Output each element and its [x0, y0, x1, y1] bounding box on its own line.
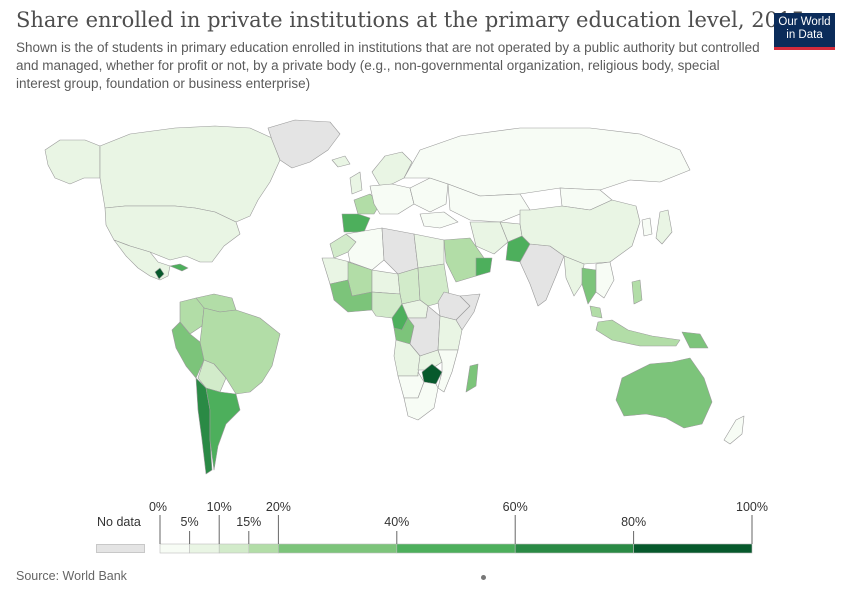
legend-no-data-swatch — [96, 544, 145, 553]
map-region-scandinavia[interactable] — [371, 151, 413, 187]
source-note[interactable]: Source: World Bank — [16, 569, 127, 583]
map-region-korea[interactable] — [641, 217, 653, 237]
map-region-australia[interactable] — [615, 357, 713, 429]
map-region-papua-new-guinea[interactable] — [681, 331, 709, 349]
map-region-myanmar[interactable] — [563, 255, 585, 297]
map-region-greenland[interactable] — [267, 119, 341, 169]
legend-color-bar — [159, 543, 753, 554]
map-region-kenya-tanzania[interactable] — [437, 315, 463, 351]
map-region-spain[interactable] — [341, 213, 371, 233]
map-region-guatemala[interactable] — [154, 267, 165, 280]
map-region-iran[interactable] — [469, 221, 509, 255]
legend-tick-label-2: 10% — [206, 500, 232, 514]
legend-no-data-label: No data — [97, 515, 141, 529]
map-region-egypt[interactable] — [413, 233, 445, 269]
logo-line-1: Our World — [778, 16, 831, 28]
map-region-indochina[interactable] — [595, 261, 615, 299]
map-region-philippines[interactable] — [631, 279, 643, 305]
legend-tick-label-0: 0% — [148, 500, 168, 514]
legend-tick-label-1: 5% — [180, 515, 199, 529]
legend-tick-label-4: 20% — [265, 500, 291, 514]
map-region-india[interactable] — [519, 243, 565, 307]
map-region-argentina[interactable] — [205, 387, 241, 471]
map-region-central-europe[interactable] — [369, 183, 415, 215]
legend-bin-2[interactable] — [218, 543, 250, 554]
map-region-united-kingdom[interactable] — [349, 171, 363, 195]
legend-bin-1[interactable] — [189, 543, 220, 554]
map-region-thailand[interactable] — [581, 267, 597, 305]
map-region-oman[interactable] — [475, 257, 493, 277]
map-region-niger[interactable] — [371, 269, 401, 295]
chart-subtitle: Shown is the of students in primary educ… — [16, 40, 760, 91]
map-region-alaska[interactable] — [44, 139, 101, 185]
legend-tick-label-6: 60% — [502, 500, 528, 514]
map-region-chad[interactable] — [397, 267, 421, 305]
legend-tick-label-5: 40% — [384, 515, 410, 529]
map-region-indonesia[interactable] — [595, 319, 681, 347]
map-region-iceland[interactable] — [331, 155, 351, 168]
legend-bin-4[interactable] — [278, 543, 398, 554]
legend-tick-label-3: 15% — [236, 515, 262, 529]
map-region-eastern-europe[interactable] — [409, 177, 449, 213]
logo-line-2: in Data — [786, 29, 823, 41]
legend-bin-0[interactable] — [159, 543, 190, 554]
map-region-mauritania[interactable] — [321, 257, 351, 285]
map-region-zimbabwe[interactable] — [421, 363, 443, 385]
owid-logo[interactable]: Our World in Data — [774, 13, 835, 50]
map-region-zambia[interactable] — [417, 349, 443, 371]
map-region-japan[interactable] — [655, 209, 673, 245]
legend-bin-5[interactable] — [396, 543, 516, 554]
timeline-dot[interactable] — [481, 575, 486, 580]
legend-tick-label-8: 100% — [736, 500, 768, 514]
legend-bin-6[interactable] — [514, 543, 634, 554]
legend-bin-3[interactable] — [248, 543, 279, 554]
chart-title: Share enrolled in private institutions a… — [16, 8, 805, 32]
map-region-mexico[interactable] — [113, 239, 171, 281]
map-region-south-africa[interactable] — [403, 381, 439, 421]
legend-bin-7[interactable] — [633, 543, 753, 554]
map-region-kazakhstan[interactable] — [447, 183, 531, 223]
map-region-new-zealand[interactable] — [723, 415, 745, 445]
map-region-libya[interactable] — [381, 227, 419, 275]
map-region-china[interactable] — [519, 199, 641, 265]
map-region-cuba[interactable] — [169, 263, 189, 272]
map-region-malaysia[interactable] — [589, 305, 603, 319]
map-region-madagascar[interactable] — [465, 363, 479, 393]
legend-tick-label-7: 80% — [621, 515, 647, 529]
map-region-turkey[interactable] — [419, 211, 459, 229]
logo-accent-bar — [774, 47, 835, 50]
map-region-mozambique[interactable] — [437, 349, 459, 393]
